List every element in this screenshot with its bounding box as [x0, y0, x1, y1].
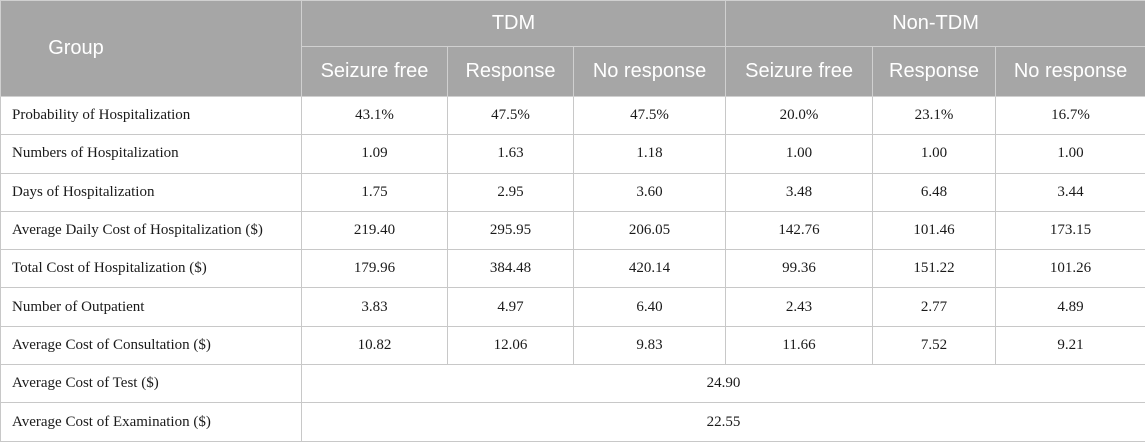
- row-label: Average Cost of Consultation ($): [0, 325, 302, 366]
- table-cell: 12.06: [447, 325, 574, 366]
- table-row: Numbers of Hospitalization 1.09 1.63 1.1…: [0, 134, 1145, 174]
- table-row: Number of Outpatient 3.83 4.97 6.40 2.43…: [0, 287, 1145, 327]
- table-row: Days of Hospitalization 1.75 2.95 3.60 3…: [0, 172, 1145, 212]
- merged-cell: 24.90: [300, 364, 1145, 404]
- table-cell: 16.7%: [995, 95, 1145, 136]
- table-cell: 3.44: [995, 172, 1145, 212]
- table-row: Average Cost of Examination ($) 22.55: [0, 402, 1145, 442]
- subheader-tdm-response: Response: [447, 46, 574, 97]
- row-label: Average Cost of Test ($): [0, 364, 302, 404]
- table-cell: 10.82: [301, 325, 448, 366]
- table-cell: 151.22: [872, 249, 997, 289]
- header-row-top: Group TDM Non-TDM: [0, 0, 1145, 97]
- table-cell: 206.05: [572, 210, 727, 251]
- table-cell: 3.83: [301, 287, 448, 327]
- row-label: Number of Outpatient: [0, 287, 302, 327]
- table-row: Average Cost of Consultation ($) 10.82 1…: [0, 325, 1145, 366]
- group-header: Group: [0, 0, 302, 97]
- table-row: Average Cost of Test ($) 24.90: [0, 364, 1145, 404]
- table-cell: 6.48: [872, 172, 997, 212]
- table-cell: 384.48: [447, 249, 574, 289]
- table-cell: 2.43: [725, 287, 874, 327]
- subheader-tdm-seizure-free: Seizure free: [301, 46, 448, 97]
- table-cell: 2.77: [872, 287, 997, 327]
- table-cell: 142.76: [725, 210, 874, 251]
- table-cell: 7.52: [872, 325, 997, 366]
- table-cell: 20.0%: [725, 95, 874, 136]
- subheader-non-tdm-response: Response: [872, 46, 997, 97]
- group-header-label: Group: [48, 37, 104, 59]
- table-cell: 1.00: [872, 134, 997, 174]
- table-cell: 420.14: [572, 249, 727, 289]
- header-row-sub: Seizure free Response No response Seizur…: [1, 46, 1145, 97]
- table-cell: 4.89: [995, 287, 1145, 327]
- table-cell: 11.66: [725, 325, 874, 366]
- table-cell: 4.97: [447, 287, 574, 327]
- merged-cell: 22.55: [300, 402, 1145, 442]
- table-cell: 2.95: [447, 172, 574, 212]
- table-cell: 1.63: [447, 134, 574, 174]
- table-cell: 1.09: [301, 134, 448, 174]
- table-cell: 9.83: [572, 325, 727, 366]
- subheader-tdm-no-response: No response: [572, 46, 727, 97]
- table-cell: 179.96: [301, 249, 448, 289]
- table-cell: 3.48: [725, 172, 874, 212]
- table-row: Average Daily Cost of Hospitalization ($…: [0, 210, 1145, 251]
- tdm-header: TDM: [300, 0, 727, 47]
- table-cell: 9.21: [995, 325, 1145, 366]
- table-cell: 101.46: [872, 210, 997, 251]
- table-cell: 43.1%: [301, 95, 448, 136]
- table-row: Total Cost of Hospitalization ($) 179.96…: [0, 249, 1145, 289]
- table-cell: 6.40: [572, 287, 727, 327]
- table-cell: 101.26: [995, 249, 1145, 289]
- table-cell: 47.5%: [447, 95, 574, 136]
- row-label: Total Cost of Hospitalization ($): [0, 249, 302, 289]
- row-label: Average Cost of Examination ($): [0, 402, 302, 442]
- subheader-non-tdm-seizure-free: Seizure free: [725, 46, 874, 97]
- table-cell: 1.00: [995, 134, 1145, 174]
- table-cell: 295.95: [447, 210, 574, 251]
- row-label: Numbers of Hospitalization: [0, 134, 302, 174]
- table-row: Probability of Hospitalization 43.1% 47.…: [0, 95, 1145, 136]
- row-label: Days of Hospitalization: [0, 172, 302, 212]
- row-label: Probability of Hospitalization: [0, 95, 302, 136]
- non-tdm-header: Non-TDM: [725, 0, 1145, 47]
- table-cell: 3.60: [572, 172, 727, 212]
- table-cell: 219.40: [301, 210, 448, 251]
- table-cell: 99.36: [725, 249, 874, 289]
- table-cell: 1.75: [301, 172, 448, 212]
- row-label: Average Daily Cost of Hospitalization ($…: [0, 210, 302, 251]
- table-cell: 1.00: [725, 134, 874, 174]
- table-cell: 173.15: [995, 210, 1145, 251]
- table-cell: 23.1%: [872, 95, 997, 136]
- table-cell: 47.5%: [572, 95, 727, 136]
- table-cell: 1.18: [572, 134, 727, 174]
- subheader-non-tdm-no-response: No response: [995, 46, 1145, 97]
